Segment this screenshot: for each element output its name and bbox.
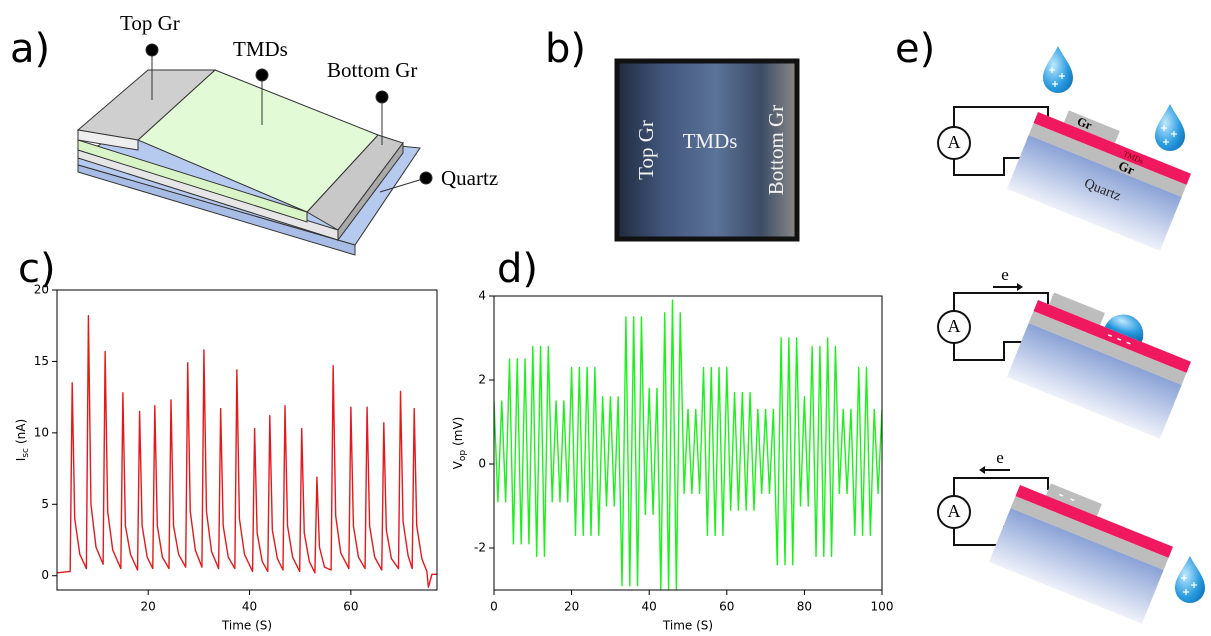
panel-label: d) (497, 246, 538, 292)
y-label-subscript: sc (21, 448, 31, 458)
y-axis-label: Isc(nA) (14, 419, 31, 461)
x-tick-label: 20 (564, 600, 579, 614)
x-tick-label: 80 (797, 600, 812, 614)
y-tick-label: 0 (41, 568, 49, 582)
photo-label: Top Gr (634, 120, 658, 180)
x-tick-label: 0 (490, 600, 498, 614)
data-line (57, 316, 437, 587)
y-tick-label: 15 (34, 354, 49, 368)
x-axis-label: Time (S) (221, 619, 272, 633)
electron-label: e (996, 448, 1004, 467)
panel-label: b) (545, 26, 586, 72)
mechanism-stage (938, 281, 1198, 438)
y-label-unit: (nA) (14, 419, 28, 444)
y-label-subscript: op (458, 450, 468, 462)
diagram-label: Bottom Gr (327, 58, 417, 82)
x-tick-label: 40 (642, 600, 657, 614)
x-tick-label: 100 (871, 600, 894, 614)
photo-label: TMDs (683, 129, 738, 153)
plot-frame (57, 290, 437, 590)
y-label-unit: (mV) (451, 417, 465, 446)
mechanism-stage: Gr TMDs Gr Quartz (938, 46, 1196, 251)
x-axis-label: Time (S) (662, 619, 713, 633)
mechanism-stage (938, 466, 1205, 624)
x-tick-label: 40 (242, 600, 257, 614)
panel-label: e) (895, 26, 935, 72)
x-tick-label: 60 (719, 600, 734, 614)
y-tick-label: 10 (34, 425, 49, 439)
y-tick-label: 20 (34, 283, 49, 297)
data-line (494, 300, 882, 590)
diagram-label: TMDs (233, 37, 288, 61)
x-tick-label: 60 (343, 600, 358, 614)
panel-label: a) (10, 26, 50, 72)
ammeter-label: A (948, 501, 961, 521)
y-axis-label: Vop(mV) (451, 417, 468, 470)
y-tick-label: 4 (478, 289, 486, 303)
ammeter-label: A (948, 132, 961, 152)
diagram-label: Quartz (441, 166, 498, 190)
plot-area (494, 300, 882, 590)
figure: a) b) c) d) e) Top Gr TMDs Bottom Gr Qua… (0, 0, 1211, 636)
ammeter-label: A (948, 316, 961, 336)
photo-label: Bottom Gr (764, 105, 788, 195)
diagram-label: Top Gr (120, 11, 180, 35)
y-tick-label: 5 (41, 497, 49, 511)
electron-label: e (1001, 265, 1009, 284)
x-tick-label: 20 (141, 600, 156, 614)
y-tick-label: -2 (474, 541, 486, 555)
plot-area (57, 316, 437, 587)
y-tick-label: 0 (478, 457, 486, 471)
y-tick-label: 2 (478, 373, 486, 387)
